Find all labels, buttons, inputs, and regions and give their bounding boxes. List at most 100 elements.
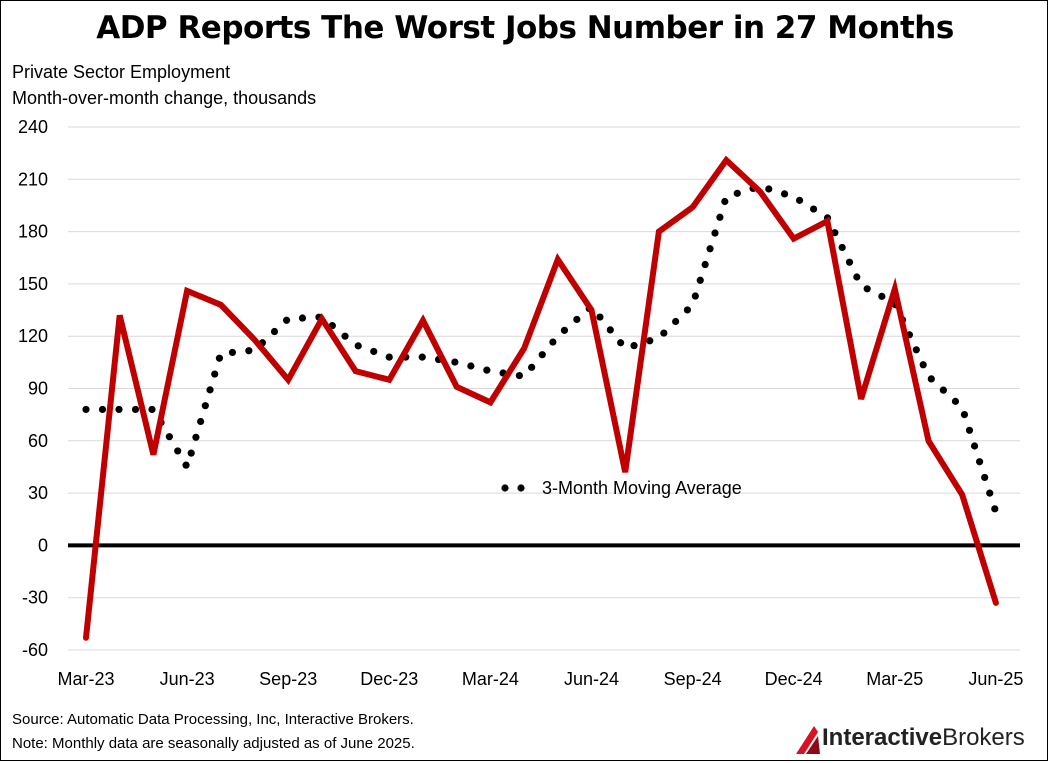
moving-average-dot bbox=[82, 405, 90, 414]
moving-average-dot bbox=[878, 292, 886, 300]
y-tick-label: 90 bbox=[28, 379, 48, 399]
moving-average-dot bbox=[701, 260, 709, 269]
moving-average-dot bbox=[467, 362, 475, 370]
moving-average-dot bbox=[711, 229, 719, 237]
moving-average-dot bbox=[201, 402, 209, 410]
moving-average-dot bbox=[515, 371, 523, 380]
moving-average-dot bbox=[617, 339, 625, 347]
employment-series bbox=[83, 155, 999, 641]
chart-units: Month-over-month change, thousands bbox=[12, 88, 317, 108]
moving-average-dot bbox=[939, 386, 947, 394]
moving-average-dot bbox=[795, 196, 804, 204]
moving-average-dot bbox=[696, 276, 704, 284]
moving-average-dot bbox=[965, 426, 974, 434]
moving-average-dot bbox=[660, 329, 668, 337]
moving-average-dot bbox=[733, 189, 741, 197]
moving-average-dot bbox=[228, 348, 237, 357]
moving-average-dot bbox=[986, 489, 994, 497]
moving-average-dot bbox=[919, 361, 927, 369]
moving-average-dot bbox=[691, 292, 699, 300]
y-axis-ticks: -60 -30 0 30 60 90 120 150 180 210 240 bbox=[18, 117, 48, 660]
moving-average-dot bbox=[528, 363, 536, 371]
moving-average-dot bbox=[573, 315, 581, 324]
legend-dot bbox=[517, 484, 525, 492]
y-tick-label: -60 bbox=[22, 640, 48, 660]
y-tick-label: 240 bbox=[18, 117, 48, 137]
moving-average-dot bbox=[538, 351, 546, 359]
gridlines bbox=[68, 126, 1020, 651]
moving-average-dot bbox=[418, 353, 426, 361]
moving-average-dot bbox=[282, 316, 291, 324]
moving-average-series bbox=[82, 184, 999, 513]
y-tick-label: 210 bbox=[18, 169, 48, 189]
moving-average-dot bbox=[716, 213, 724, 221]
x-tick-label: Dec-24 bbox=[765, 669, 823, 689]
moving-average-dot bbox=[845, 258, 854, 266]
moving-average-dot bbox=[245, 347, 253, 355]
moving-average-dot bbox=[483, 366, 491, 374]
moving-average-dot bbox=[182, 461, 190, 469]
x-tick-label: Jun-23 bbox=[160, 669, 215, 689]
moving-average-dot bbox=[927, 375, 935, 383]
moving-average-dot bbox=[341, 332, 349, 340]
x-tick-label: Jun-24 bbox=[564, 669, 619, 689]
moving-average-dot bbox=[683, 306, 692, 314]
moving-average-dot bbox=[187, 449, 195, 457]
chart-subtitle: Private Sector Employment bbox=[12, 62, 231, 82]
moving-average-dot bbox=[211, 370, 219, 378]
moving-average-dot bbox=[838, 243, 846, 252]
moving-average-dot bbox=[991, 505, 999, 513]
moving-average-dot bbox=[115, 405, 123, 414]
y-tick-label: 180 bbox=[18, 222, 48, 242]
moving-average-dot bbox=[549, 338, 557, 346]
logo-text: InteractiveBrokers bbox=[822, 724, 1025, 751]
x-tick-label: Sep-23 bbox=[259, 669, 317, 689]
x-tick-label: Mar-23 bbox=[57, 669, 114, 689]
moving-average-dot bbox=[370, 347, 378, 356]
moving-average-dot bbox=[831, 229, 839, 237]
moving-average-dot bbox=[646, 337, 654, 345]
interactive-brokers-logo-icon bbox=[796, 726, 820, 754]
moving-average-dot bbox=[721, 197, 729, 206]
moving-average-dot bbox=[606, 326, 614, 334]
moving-average-dot bbox=[298, 314, 307, 322]
moving-average-dot bbox=[206, 386, 214, 394]
moving-average-dot bbox=[981, 473, 989, 482]
y-tick-label: -30 bbox=[22, 588, 48, 608]
legend: 3-Month Moving Average bbox=[501, 478, 742, 498]
interactive-brokers-logo: InteractiveBrokers bbox=[792, 720, 1042, 756]
moving-average-dot bbox=[197, 417, 205, 426]
moving-average-dot bbox=[131, 405, 140, 414]
moving-average-dot bbox=[970, 442, 979, 450]
source-note: Source: Automatic Data Processing, Inc, … bbox=[12, 711, 414, 728]
y-tick-label: 120 bbox=[18, 326, 48, 346]
y-tick-label: 150 bbox=[18, 274, 48, 294]
chart-title: ADP Reports The Worst Jobs Number in 27 … bbox=[96, 10, 954, 46]
moving-average-dot bbox=[706, 245, 714, 253]
employment-line bbox=[83, 155, 999, 641]
y-tick-label: 0 bbox=[38, 535, 48, 555]
moving-average-dot bbox=[780, 190, 789, 198]
moving-average-dot bbox=[960, 411, 969, 419]
x-tick-label: Mar-24 bbox=[462, 669, 519, 689]
x-axis-ticks: Mar-23 Jun-23 Sep-23 Dec-23 Mar-24 Jun-24 Sep-… bbox=[57, 669, 1023, 689]
moving-average-dot bbox=[853, 273, 861, 281]
moving-average-dot bbox=[976, 458, 984, 466]
moving-average-dot bbox=[192, 433, 200, 441]
moving-average-dot bbox=[354, 342, 362, 350]
moving-average-dot bbox=[912, 346, 920, 354]
moving-average-dot bbox=[809, 205, 818, 213]
x-tick-label: Mar-25 bbox=[866, 669, 923, 689]
moving-average-dot bbox=[451, 358, 459, 366]
moving-average-dot bbox=[385, 353, 393, 361]
moving-average-dot bbox=[148, 405, 156, 414]
moving-average-dot bbox=[215, 354, 224, 362]
x-tick-label: Sep-24 bbox=[664, 669, 722, 689]
legend-dot bbox=[501, 484, 509, 492]
moving-average-dot bbox=[98, 405, 107, 414]
moving-average-dot bbox=[951, 397, 960, 405]
moving-average-dot bbox=[174, 447, 182, 455]
x-tick-label: Dec-23 bbox=[360, 669, 418, 689]
moving-average-dot bbox=[596, 313, 604, 321]
